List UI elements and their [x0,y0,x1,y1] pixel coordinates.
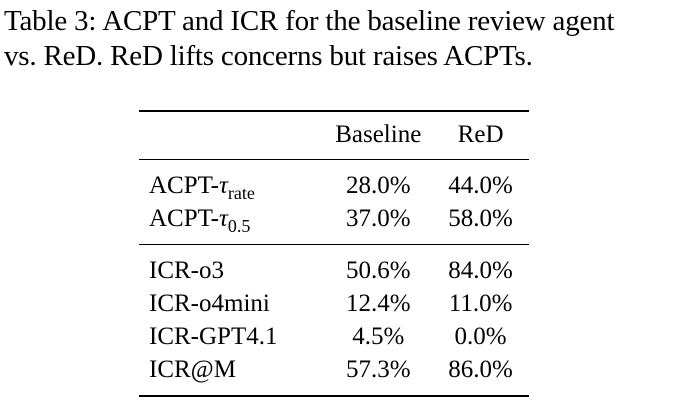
row-label: ICR-o4mini [149,290,270,317]
metric-prefix: ACPT- [149,205,219,232]
table-row: ICR-GPT4.1 4.5% 0.0% [139,320,529,353]
header-cell-empty [139,111,324,160]
table-row: ACPT-τ0.5 37.0% 58.0% [139,202,529,245]
table-row: ICR@M 57.3% 86.0% [139,353,529,396]
caption-label: Table 3: [4,5,97,37]
caption-line-2: vs. ReD. ReD lifts concerns but raises A… [4,40,533,72]
metric-prefix: ACPT- [149,172,219,199]
row-label: ACPT-τ0.5 [139,202,324,245]
baseline-value: 12.4% [345,290,411,317]
table-row: ICR-o4mini 12.4% 11.0% [139,287,529,320]
caption-line-1: Table 3: ACPT and ICR for the baseline re… [4,4,692,39]
header-cell-red: ReD [457,121,504,148]
table-header-row: Baseline ReD [139,111,529,160]
row-label: ICR-GPT4.1 [149,323,278,350]
header-cell-baseline: Baseline [335,121,422,148]
row-label: ICR-o3 [149,257,224,284]
caption-text-1: ACPT and ICR for the baseline review age… [102,5,615,37]
red-value: 11.0% [448,290,513,317]
red-value: 86.0% [448,356,513,383]
tau-subscript: rate [227,183,255,203]
red-value: 84.0% [448,257,513,284]
tau-subscript: 0.5 [227,216,251,236]
row-label: ACPT-τrate [139,160,324,203]
row-label: ICR@M [149,356,236,383]
table-row: ICR-o3 50.6% 84.0% [139,244,529,288]
tau-symbol: τ [218,172,228,199]
baseline-value: 4.5% [352,323,405,350]
baseline-value: 37.0% [345,205,411,232]
results-table: Baseline ReD ACPT-τrate 28.0% 44.0% ACPT… [139,110,529,397]
baseline-value: 28.0% [345,172,411,199]
tau-symbol: τ [218,205,228,232]
red-value: 0.0% [454,323,507,350]
red-value: 44.0% [448,172,513,199]
baseline-value: 50.6% [345,257,411,284]
red-value: 58.0% [448,205,513,232]
table-caption: Table 3: ACPT and ICR for the baseline re… [4,4,692,74]
table-row: ACPT-τrate 28.0% 44.0% [139,159,529,203]
baseline-value: 57.3% [345,356,411,383]
